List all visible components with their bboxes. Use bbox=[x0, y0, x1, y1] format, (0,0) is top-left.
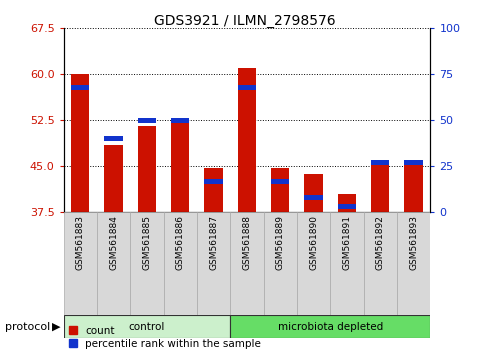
Bar bbox=[204, 167, 223, 212]
Bar bbox=[396, 212, 429, 315]
Text: ▶: ▶ bbox=[52, 321, 61, 332]
Bar bbox=[97, 212, 130, 315]
Bar bbox=[138, 118, 156, 123]
Bar bbox=[230, 212, 263, 315]
Bar bbox=[296, 212, 329, 315]
Bar bbox=[329, 212, 363, 315]
Bar bbox=[104, 136, 122, 141]
Bar bbox=[63, 315, 230, 338]
Bar bbox=[204, 179, 223, 184]
Bar bbox=[263, 212, 296, 315]
Bar bbox=[138, 126, 156, 212]
Bar bbox=[337, 204, 355, 209]
Bar bbox=[237, 68, 256, 212]
Bar bbox=[404, 160, 422, 212]
Text: GSM561885: GSM561885 bbox=[142, 216, 151, 270]
Bar bbox=[171, 124, 189, 212]
Bar bbox=[104, 145, 122, 212]
Bar bbox=[237, 85, 256, 90]
Legend: count, percentile rank within the sample: count, percentile rank within the sample bbox=[69, 326, 261, 349]
Bar bbox=[71, 85, 89, 90]
Text: GSM561888: GSM561888 bbox=[242, 216, 251, 270]
Text: GSM561893: GSM561893 bbox=[408, 216, 417, 270]
Bar bbox=[370, 160, 388, 212]
Text: GSM561889: GSM561889 bbox=[275, 216, 284, 270]
Text: GDS3921 / ILMN_2798576: GDS3921 / ILMN_2798576 bbox=[153, 14, 335, 28]
Text: GSM561891: GSM561891 bbox=[342, 216, 351, 270]
Bar bbox=[337, 194, 355, 212]
Bar bbox=[230, 315, 429, 338]
Bar bbox=[270, 179, 289, 184]
Text: microbiota depleted: microbiota depleted bbox=[277, 321, 382, 332]
Bar bbox=[304, 174, 322, 212]
Bar bbox=[71, 74, 89, 212]
Text: GSM561883: GSM561883 bbox=[76, 216, 84, 270]
Bar bbox=[197, 212, 230, 315]
Text: GSM561884: GSM561884 bbox=[109, 216, 118, 270]
Bar bbox=[63, 212, 97, 315]
Bar bbox=[270, 167, 289, 212]
Text: GSM561890: GSM561890 bbox=[308, 216, 318, 270]
Text: control: control bbox=[128, 321, 165, 332]
Bar bbox=[363, 212, 396, 315]
Text: protocol: protocol bbox=[5, 321, 50, 332]
Bar bbox=[404, 160, 422, 165]
Bar bbox=[370, 160, 388, 165]
Bar bbox=[304, 195, 322, 200]
Text: GSM561887: GSM561887 bbox=[209, 216, 218, 270]
Bar bbox=[130, 212, 163, 315]
Text: GSM561886: GSM561886 bbox=[175, 216, 184, 270]
Bar bbox=[171, 118, 189, 123]
Text: GSM561892: GSM561892 bbox=[375, 216, 384, 270]
Bar bbox=[163, 212, 197, 315]
